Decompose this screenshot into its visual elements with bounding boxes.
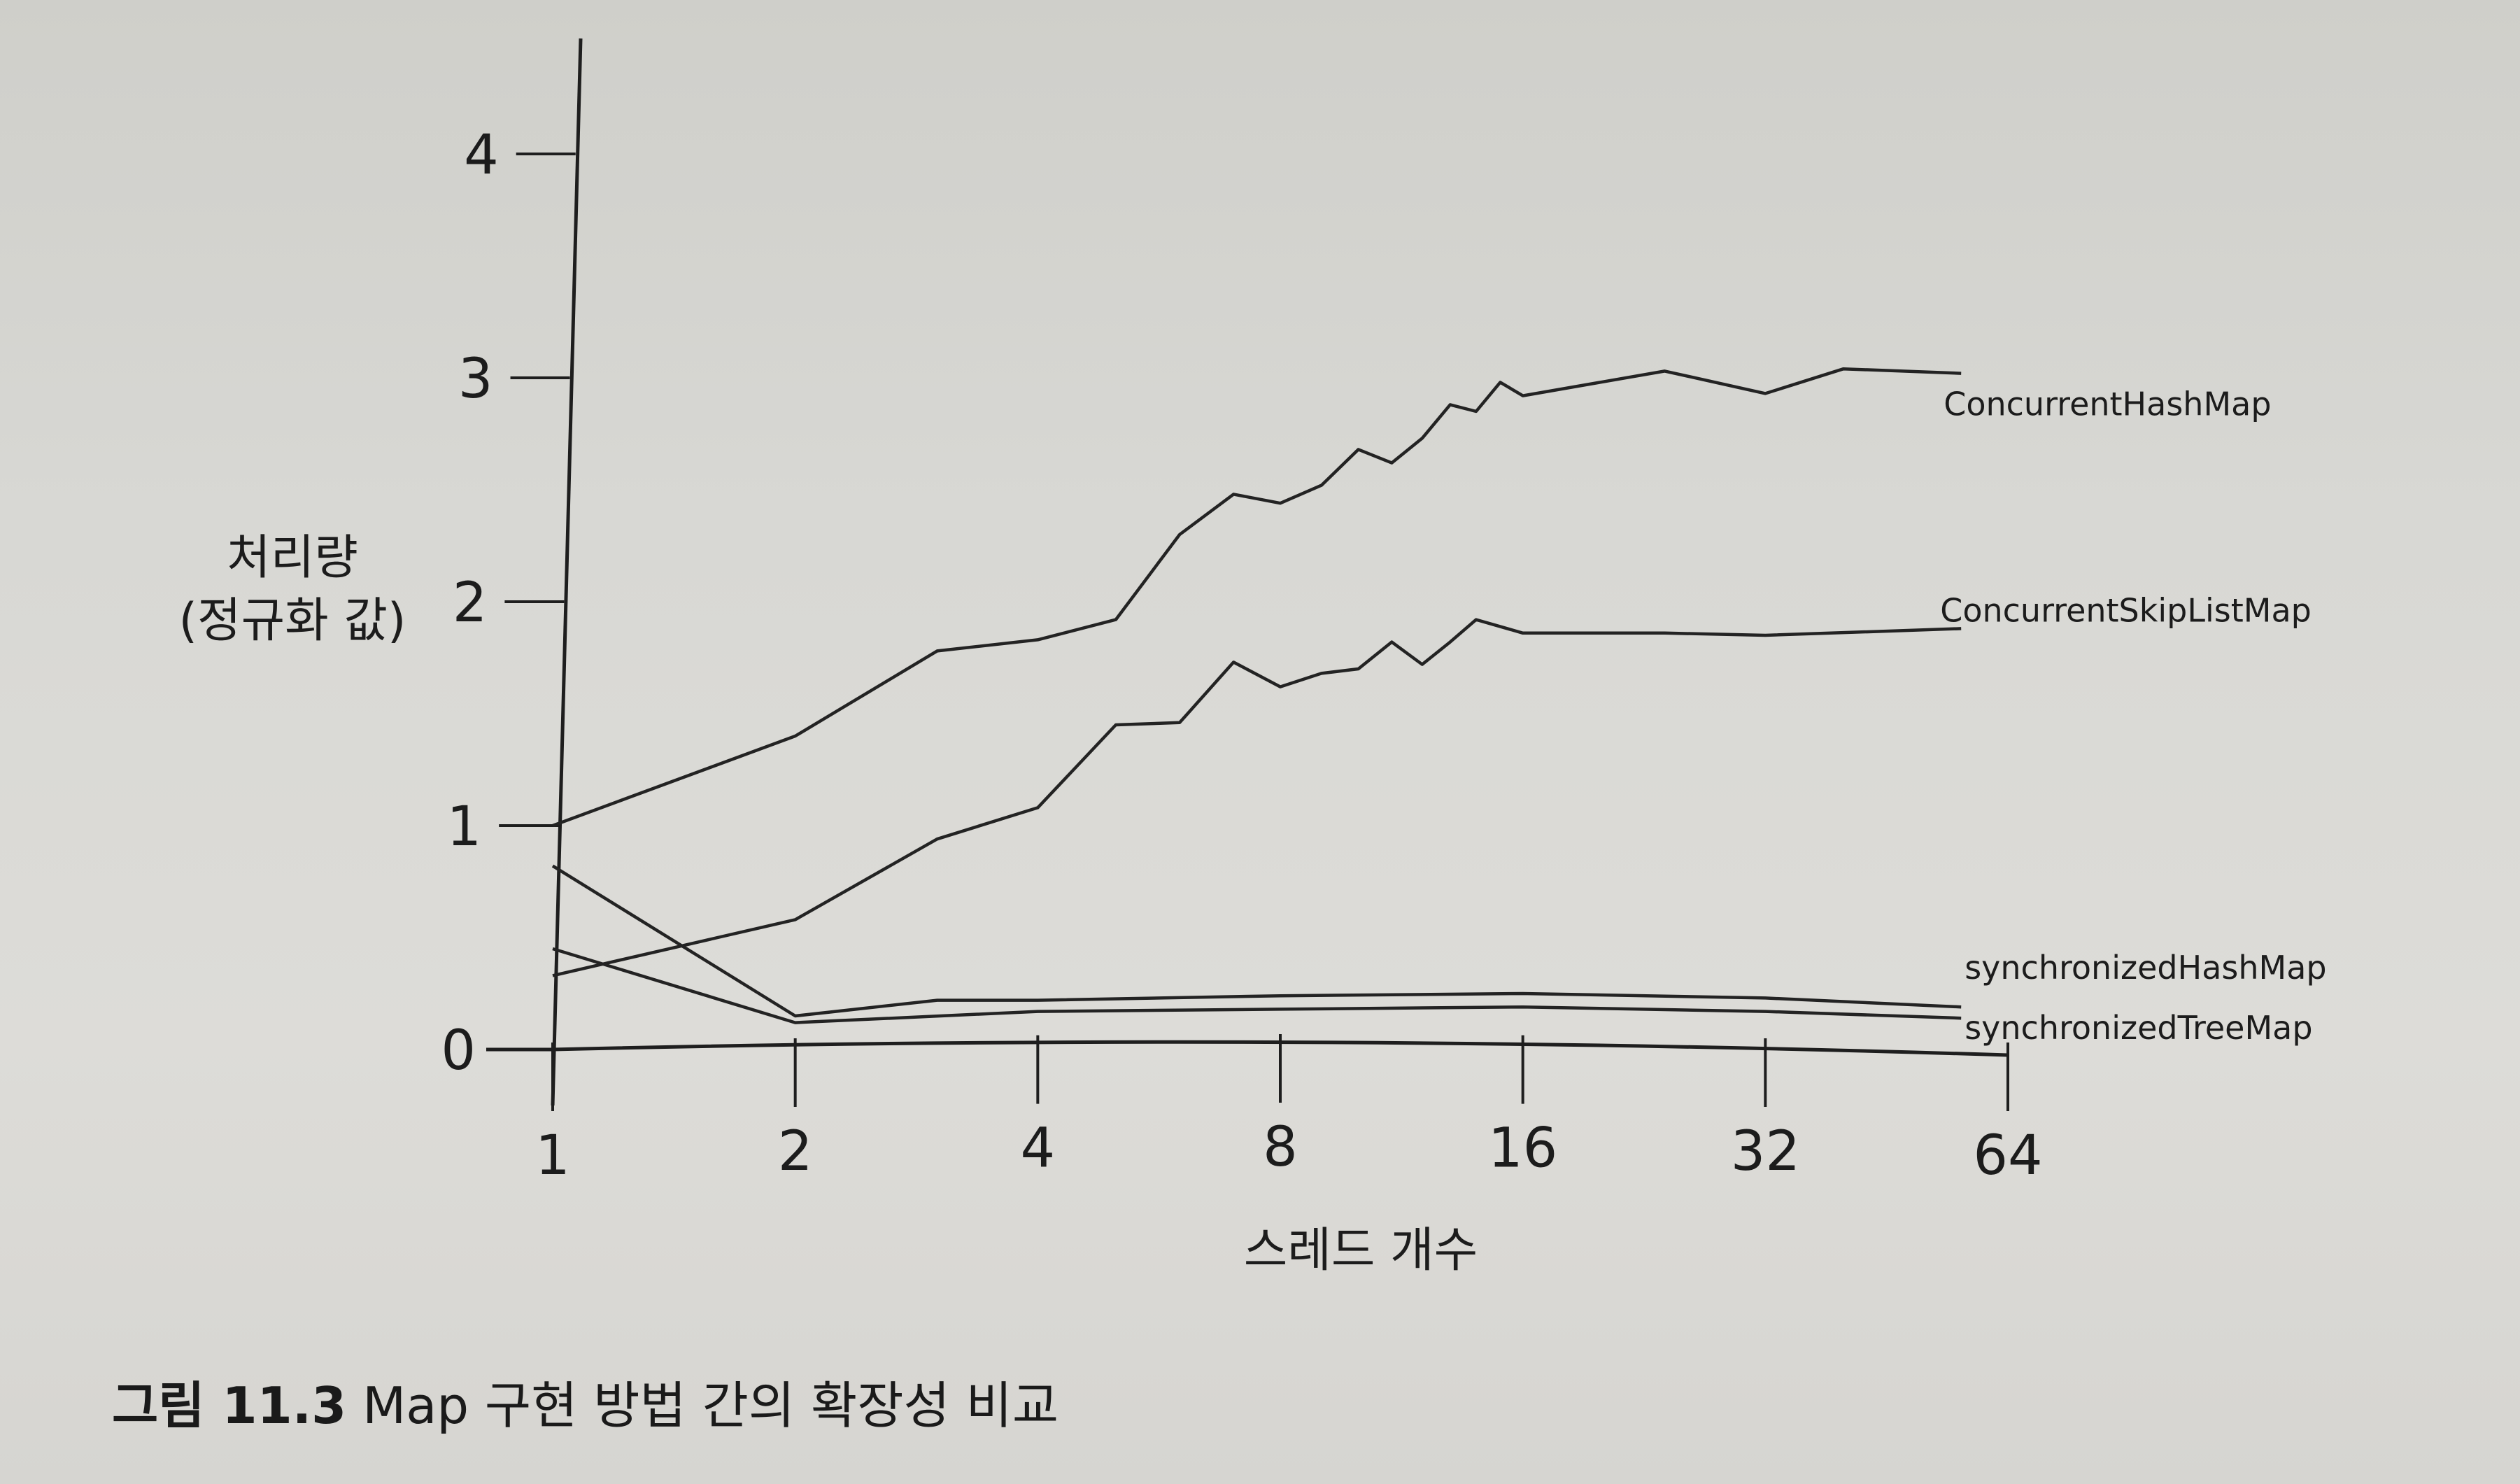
y-axis-line bbox=[551, 38, 583, 1106]
y-axis-title-line-1: 처리량 bbox=[227, 530, 358, 586]
y-tick-label-0: 0 bbox=[441, 1019, 476, 1082]
series-line-synchronizedhashmap bbox=[551, 864, 1962, 1018]
x-tick-label-32: 32 bbox=[1731, 1120, 1800, 1183]
series-label-concurrentskiplistmap: ConcurrentSkipListMap bbox=[1940, 591, 2312, 629]
x-tick-label-8: 8 bbox=[1263, 1116, 1298, 1179]
x-tick-label-2: 2 bbox=[778, 1120, 813, 1183]
figure-title: Map 구현 방법 간의 확장성 비교 bbox=[362, 1376, 1059, 1435]
x-tick-label-64: 64 bbox=[1973, 1124, 2042, 1187]
x-tick-label-16: 16 bbox=[1488, 1117, 1557, 1180]
series-label-synchronizedtreemap: synchronizedTreeMap bbox=[1965, 1009, 2312, 1047]
y-tick-label-3: 3 bbox=[458, 348, 493, 411]
series-label-synchronizedhashmap: synchronizedHashMap bbox=[1965, 949, 2326, 987]
y-tick-label-4: 4 bbox=[464, 124, 499, 187]
series-line-concurrenthashmap bbox=[552, 367, 1962, 828]
x-tick-label-1: 1 bbox=[535, 1124, 570, 1187]
x-tick-label-4: 4 bbox=[1021, 1117, 1056, 1180]
y-tick-label-1: 1 bbox=[447, 796, 482, 858]
x-axis-title: 스레드 개수 bbox=[1244, 1223, 1478, 1278]
y-tick-label-2: 2 bbox=[453, 572, 488, 635]
x-axis-line bbox=[486, 1040, 2009, 1057]
series-line-synchronizedtreemap bbox=[552, 947, 1962, 1024]
figure-caption: 그림 11.3 Map 구현 방법 간의 확장성 비교 bbox=[112, 1364, 1059, 1438]
figure-number: 그림 11.3 bbox=[112, 1376, 347, 1435]
series-line-concurrentskiplistmap bbox=[552, 618, 1962, 977]
series-label-concurrenthashmap: ConcurrentHashMap bbox=[1944, 386, 2271, 423]
y-axis-title-line-2: (정규화 값) bbox=[179, 593, 406, 649]
